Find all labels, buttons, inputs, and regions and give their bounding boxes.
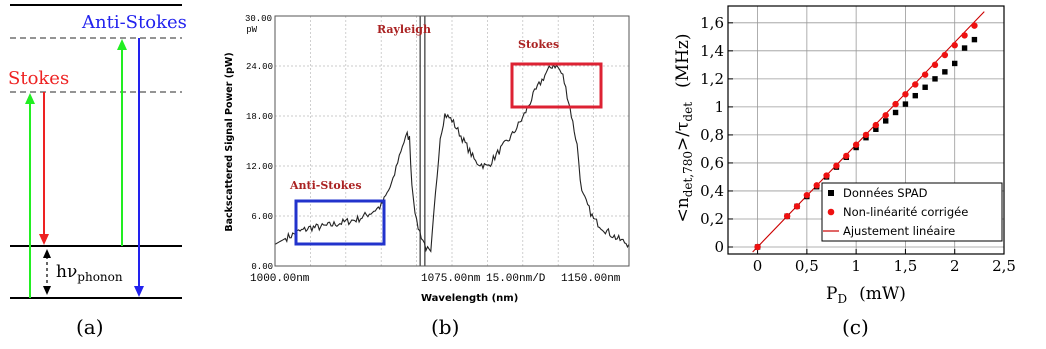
- c-y-tick-label: 0,4: [700, 182, 724, 200]
- b-spectrum-line: [274, 63, 630, 253]
- c-x-tick-label: 1,5: [893, 257, 917, 275]
- c-point-spad: [932, 76, 938, 82]
- stokes-box: [510, 62, 603, 109]
- c-x-tick-label: 1: [851, 257, 861, 275]
- phonon-energy-label: hνphonon: [56, 262, 123, 284]
- panel-c-linearity: 0 0,5 1 1,5 2 2,5 0 0,2 0,4 0,6 0,8 1 1,2 1,4 1,6 Donn…: [673, 5, 1016, 339]
- b-stokes-label: Stokes: [518, 38, 559, 51]
- b-grid: [275, 16, 629, 266]
- c-point-corrected: [783, 212, 791, 220]
- b-y-tick-labels: 0.00 6.00 12.00 18.00 24.00: [246, 62, 273, 272]
- c-point-spad: [942, 69, 948, 75]
- b-x-tick-labels: 1000.00nm 1075.00nm 15.00nm/D 1150.00nm: [250, 273, 621, 285]
- b-rayleigh-label: Rayleigh: [377, 23, 431, 36]
- c-y-tick-label: 1,2: [700, 70, 724, 88]
- c-y-tick-label: 0,2: [700, 210, 724, 228]
- c-xlabel: PD (mW): [826, 284, 906, 306]
- anti-stokes-box: [294, 199, 386, 246]
- c-point-corrected: [892, 100, 899, 108]
- panel-b-spectrum: Backscattered Signal Power (pW) 0.00 6.00…: [224, 14, 630, 339]
- c-y-tick-label: 0,6: [700, 154, 724, 172]
- b-y-tick-label: 6.00: [251, 212, 273, 222]
- c-point-spad: [883, 118, 889, 124]
- b-x-tick-scale: 15.00nm/D: [486, 273, 546, 285]
- anti-stokes-pump-arrow: [117, 39, 127, 246]
- c-ylabel: <ndet,780>/τdet(MHz): [673, 34, 695, 223]
- legend-marker-corrected: [827, 208, 835, 216]
- c-point-corrected: [961, 32, 968, 39]
- caption-c: (c): [842, 315, 869, 339]
- panel-a-energy-diagram: Anti-Stokes Stokes hνphonon (a): [8, 4, 187, 339]
- b-x-tick-1000: 1000.00nm: [250, 273, 310, 285]
- legend-label-fit: Ajustement linéaire: [843, 224, 955, 238]
- c-ticks: 0 0,5 1 1,5 2 2,5 0 0,2 0,4 0,6 0,8 1 1,2 1,4 1,6: [700, 14, 1016, 275]
- c-point-spad: [873, 126, 879, 132]
- c-point-corrected: [872, 121, 880, 129]
- c-point-spad: [961, 45, 968, 51]
- c-x-tick-label: 2: [950, 257, 960, 275]
- anti-stokes-label: Anti-Stokes: [81, 12, 187, 33]
- c-point-corrected: [882, 112, 889, 119]
- c-point-corrected: [793, 203, 801, 210]
- c-series-corrected: [754, 22, 978, 251]
- c-y-tick-label: 0: [714, 238, 724, 256]
- legend-label-corrected: Non-linéarité corrigée: [843, 205, 968, 219]
- c-point-corrected: [902, 91, 909, 98]
- b-anti-stokes-label: Anti-Stokes: [289, 179, 362, 192]
- anti-stokes-emission-arrow: [134, 38, 144, 297]
- c-point-corrected: [833, 162, 840, 169]
- b-y-tick-label: 12.00: [246, 162, 273, 172]
- c-point-corrected: [941, 51, 949, 59]
- b-x-tick-1150: 1150.00nm: [561, 273, 621, 285]
- c-point-corrected: [852, 141, 860, 148]
- b-ytop-label-unit: pW: [246, 25, 257, 35]
- b-y-tick-label: 0.00: [251, 262, 273, 272]
- c-point-corrected: [813, 182, 820, 189]
- c-point-corrected: [843, 152, 850, 160]
- rayleigh-peak-lines: [419, 16, 426, 266]
- c-point-spad: [892, 109, 899, 116]
- b-plot-frame: [274, 15, 630, 267]
- c-point-corrected: [912, 81, 919, 88]
- c-point-corrected: [823, 172, 830, 179]
- legend-marker-spad: [828, 190, 834, 196]
- c-x-tick-label: 0,5: [795, 257, 819, 275]
- phonon-energy-arrow: [43, 249, 51, 295]
- b-ytop-label-value: 30.00: [245, 14, 272, 24]
- c-point-corrected: [931, 61, 939, 69]
- c-y-tick-label: 1,4: [700, 42, 724, 60]
- c-fit-line: [752, 11, 985, 253]
- c-point-corrected: [803, 191, 811, 199]
- c-legend-box: [821, 182, 1003, 242]
- stokes-pump-arrow: [25, 93, 35, 298]
- c-point-corrected: [862, 131, 870, 139]
- b-y-tick-label: 24.00: [246, 62, 273, 72]
- legend-label-spad: Données SPAD: [843, 186, 928, 200]
- c-x-tick-label: 0: [753, 257, 763, 275]
- c-point-spad: [971, 36, 978, 43]
- c-point-corrected: [754, 243, 761, 251]
- c-y-tick-label: 0,8: [700, 126, 724, 144]
- c-plot-frame: [727, 5, 1005, 255]
- c-y-tick-label: 1: [714, 98, 724, 116]
- c-x-tick-label: 2,5: [992, 257, 1016, 275]
- caption-b: (b): [431, 315, 459, 339]
- c-legend: Données SPAD Non-linéarité corrigée Ajus…: [821, 182, 1003, 242]
- c-point-corrected: [971, 22, 978, 29]
- c-point-spad: [922, 84, 928, 90]
- c-point-spad: [902, 101, 909, 107]
- caption-a: (a): [76, 315, 104, 339]
- b-xlabel: Wavelength (nm): [421, 293, 518, 304]
- b-ylabel: Backscattered Signal Power (pW): [224, 52, 235, 231]
- stokes-emission-arrow: [39, 92, 49, 245]
- c-point-corrected: [951, 42, 958, 49]
- c-point-spad: [912, 92, 918, 99]
- b-y-tick-label: 18.00: [246, 112, 273, 122]
- stokes-label: Stokes: [8, 68, 69, 89]
- c-y-tick-label: 1,6: [700, 14, 724, 32]
- c-point-spad: [952, 60, 958, 67]
- b-x-tick-1075: 1075.00nm: [421, 273, 481, 285]
- c-point-corrected: [921, 71, 929, 78]
